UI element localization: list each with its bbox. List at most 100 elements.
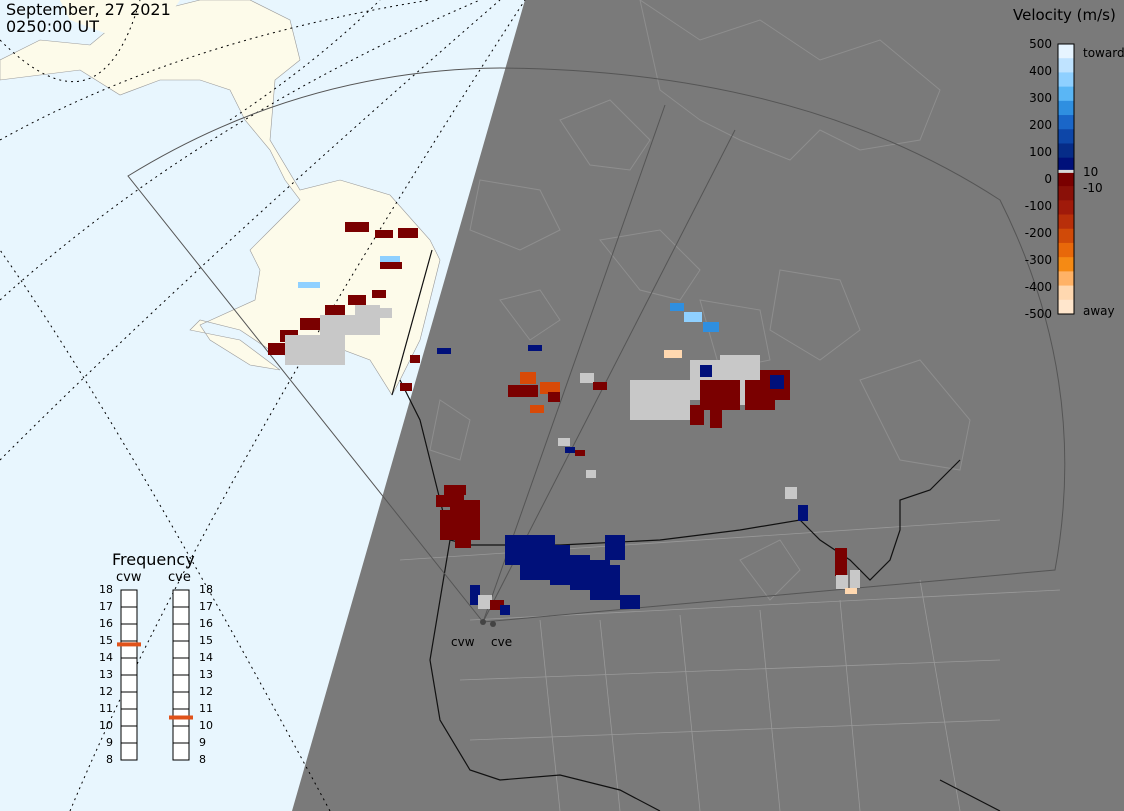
velocity-tick-label: 100 [1029, 145, 1052, 159]
velocity-tick-label: -200 [1024, 226, 1052, 240]
scatter-cell [630, 380, 690, 420]
frequency-cell [120, 674, 138, 693]
scatter-cell [375, 230, 393, 238]
frequency-tick-label: 12 [199, 685, 213, 698]
scatter-cell [380, 256, 400, 262]
frequency-header-cvw: cvw [116, 570, 142, 585]
frequency-cell [172, 725, 190, 744]
velocity-legend-title: Velocity (m/s) [1013, 6, 1116, 24]
frequency-cell [172, 657, 190, 676]
colorbar-segment [1058, 285, 1074, 301]
frequency-tick-label: 10 [99, 719, 113, 732]
away-label: away [1083, 304, 1115, 318]
colorbar-segment [1058, 271, 1074, 287]
land-alaska [0, 0, 441, 396]
scatter-cell [565, 447, 575, 453]
land-north-island [60, 0, 180, 35]
frequency-tick-label: 8 [199, 753, 206, 766]
radar-site-cve [490, 621, 496, 627]
frequency-cell [120, 691, 138, 710]
velocity-colorbar [1057, 43, 1075, 315]
scatter-cell [285, 335, 345, 365]
night-coastlines [429, 0, 971, 601]
scatter-cell [593, 382, 607, 390]
frequency-tick-label: 12 [99, 685, 113, 698]
small-label-plus: 10 [1083, 165, 1099, 179]
scatter-cell [508, 385, 538, 397]
scatter-cell [670, 303, 684, 311]
scatter-cell [478, 595, 492, 609]
borders [399, 519, 1061, 811]
frequency-cell [120, 725, 138, 744]
colorbar-segment [1058, 257, 1074, 272]
frequency-cell [120, 742, 138, 761]
frequency-tick-label: 11 [199, 702, 213, 715]
colorbar-segment [1058, 200, 1074, 216]
scatter-cell [690, 405, 704, 425]
frequency-title: Frequency [112, 550, 195, 569]
frequency-marker [117, 642, 141, 647]
scatter-cell [410, 355, 420, 363]
velocity-tick-label: -100 [1024, 199, 1052, 213]
frequency-tick-label: 18 [99, 583, 113, 596]
scatter-cell [348, 295, 366, 305]
frequency-cell [172, 674, 190, 693]
radar-label-cve: cve [491, 635, 513, 649]
scatter-cell [268, 343, 288, 355]
scatter-cell [355, 305, 380, 330]
velocity-tick-label: -400 [1024, 280, 1052, 294]
frequency-tick-label: 17 [99, 600, 113, 613]
colorbar-segment [1058, 228, 1074, 244]
velocity-tick-label: 200 [1029, 118, 1052, 132]
colorbar-segment [1058, 58, 1074, 73]
colorbar-segment [1058, 86, 1074, 102]
scatter-cell [444, 485, 466, 495]
frequency-cell [120, 657, 138, 676]
velocity-scatter [268, 222, 860, 615]
colorbar-segment [1058, 242, 1074, 258]
scatter-cell [298, 282, 320, 288]
scatter-cell [664, 350, 682, 358]
scatter-cell [850, 570, 860, 588]
frequency-tick-label: 13 [199, 668, 213, 681]
scatter-cell [785, 487, 797, 499]
frequency-cell [120, 589, 138, 608]
frequency-tick-label: 14 [199, 651, 213, 664]
scatter-cell [400, 383, 412, 391]
colorbar-segment [1058, 100, 1074, 116]
frequency-cell [120, 708, 138, 727]
scatter-cell [700, 365, 712, 377]
frequency-tick-label: 9 [199, 736, 206, 749]
scatter-cell [398, 228, 418, 238]
date-label: September, 27 2021 [6, 0, 171, 19]
velocity-tick-label: 0 [1044, 172, 1052, 186]
scatter-cell [548, 392, 560, 402]
scatter-cell [325, 305, 345, 315]
scatter-cell [490, 600, 504, 610]
scatter-cell [520, 372, 536, 384]
time-label: 0250:00 UT [6, 17, 100, 36]
colorbar-segment [1058, 299, 1074, 315]
frequency-tick-label: 13 [99, 668, 113, 681]
radar-site-cvw [480, 619, 486, 625]
scatter-cell [500, 605, 510, 615]
frequency-tick-label: 17 [199, 600, 213, 613]
scatter-cell [575, 450, 585, 456]
frequency-tick-label: 18 [199, 583, 213, 596]
velocity-tick-label: 400 [1029, 64, 1052, 78]
frequency-tick-label: 11 [99, 702, 113, 715]
scatter-cell [703, 322, 719, 332]
frequency-header-cve: cve [168, 570, 191, 585]
frequency-tick-label: 9 [106, 736, 113, 749]
frequency-cell [172, 742, 190, 761]
scatter-cell [300, 318, 320, 330]
scatter-cell [455, 540, 471, 548]
frequency-cell [172, 640, 190, 659]
colorbar-segment [1058, 143, 1074, 159]
radar-label-cvw: cvw [451, 635, 475, 649]
scatter-cell [684, 312, 702, 322]
colorbar-zero-band [1058, 169, 1074, 173]
frequency-cell [172, 623, 190, 642]
scatter-cell [437, 348, 451, 354]
